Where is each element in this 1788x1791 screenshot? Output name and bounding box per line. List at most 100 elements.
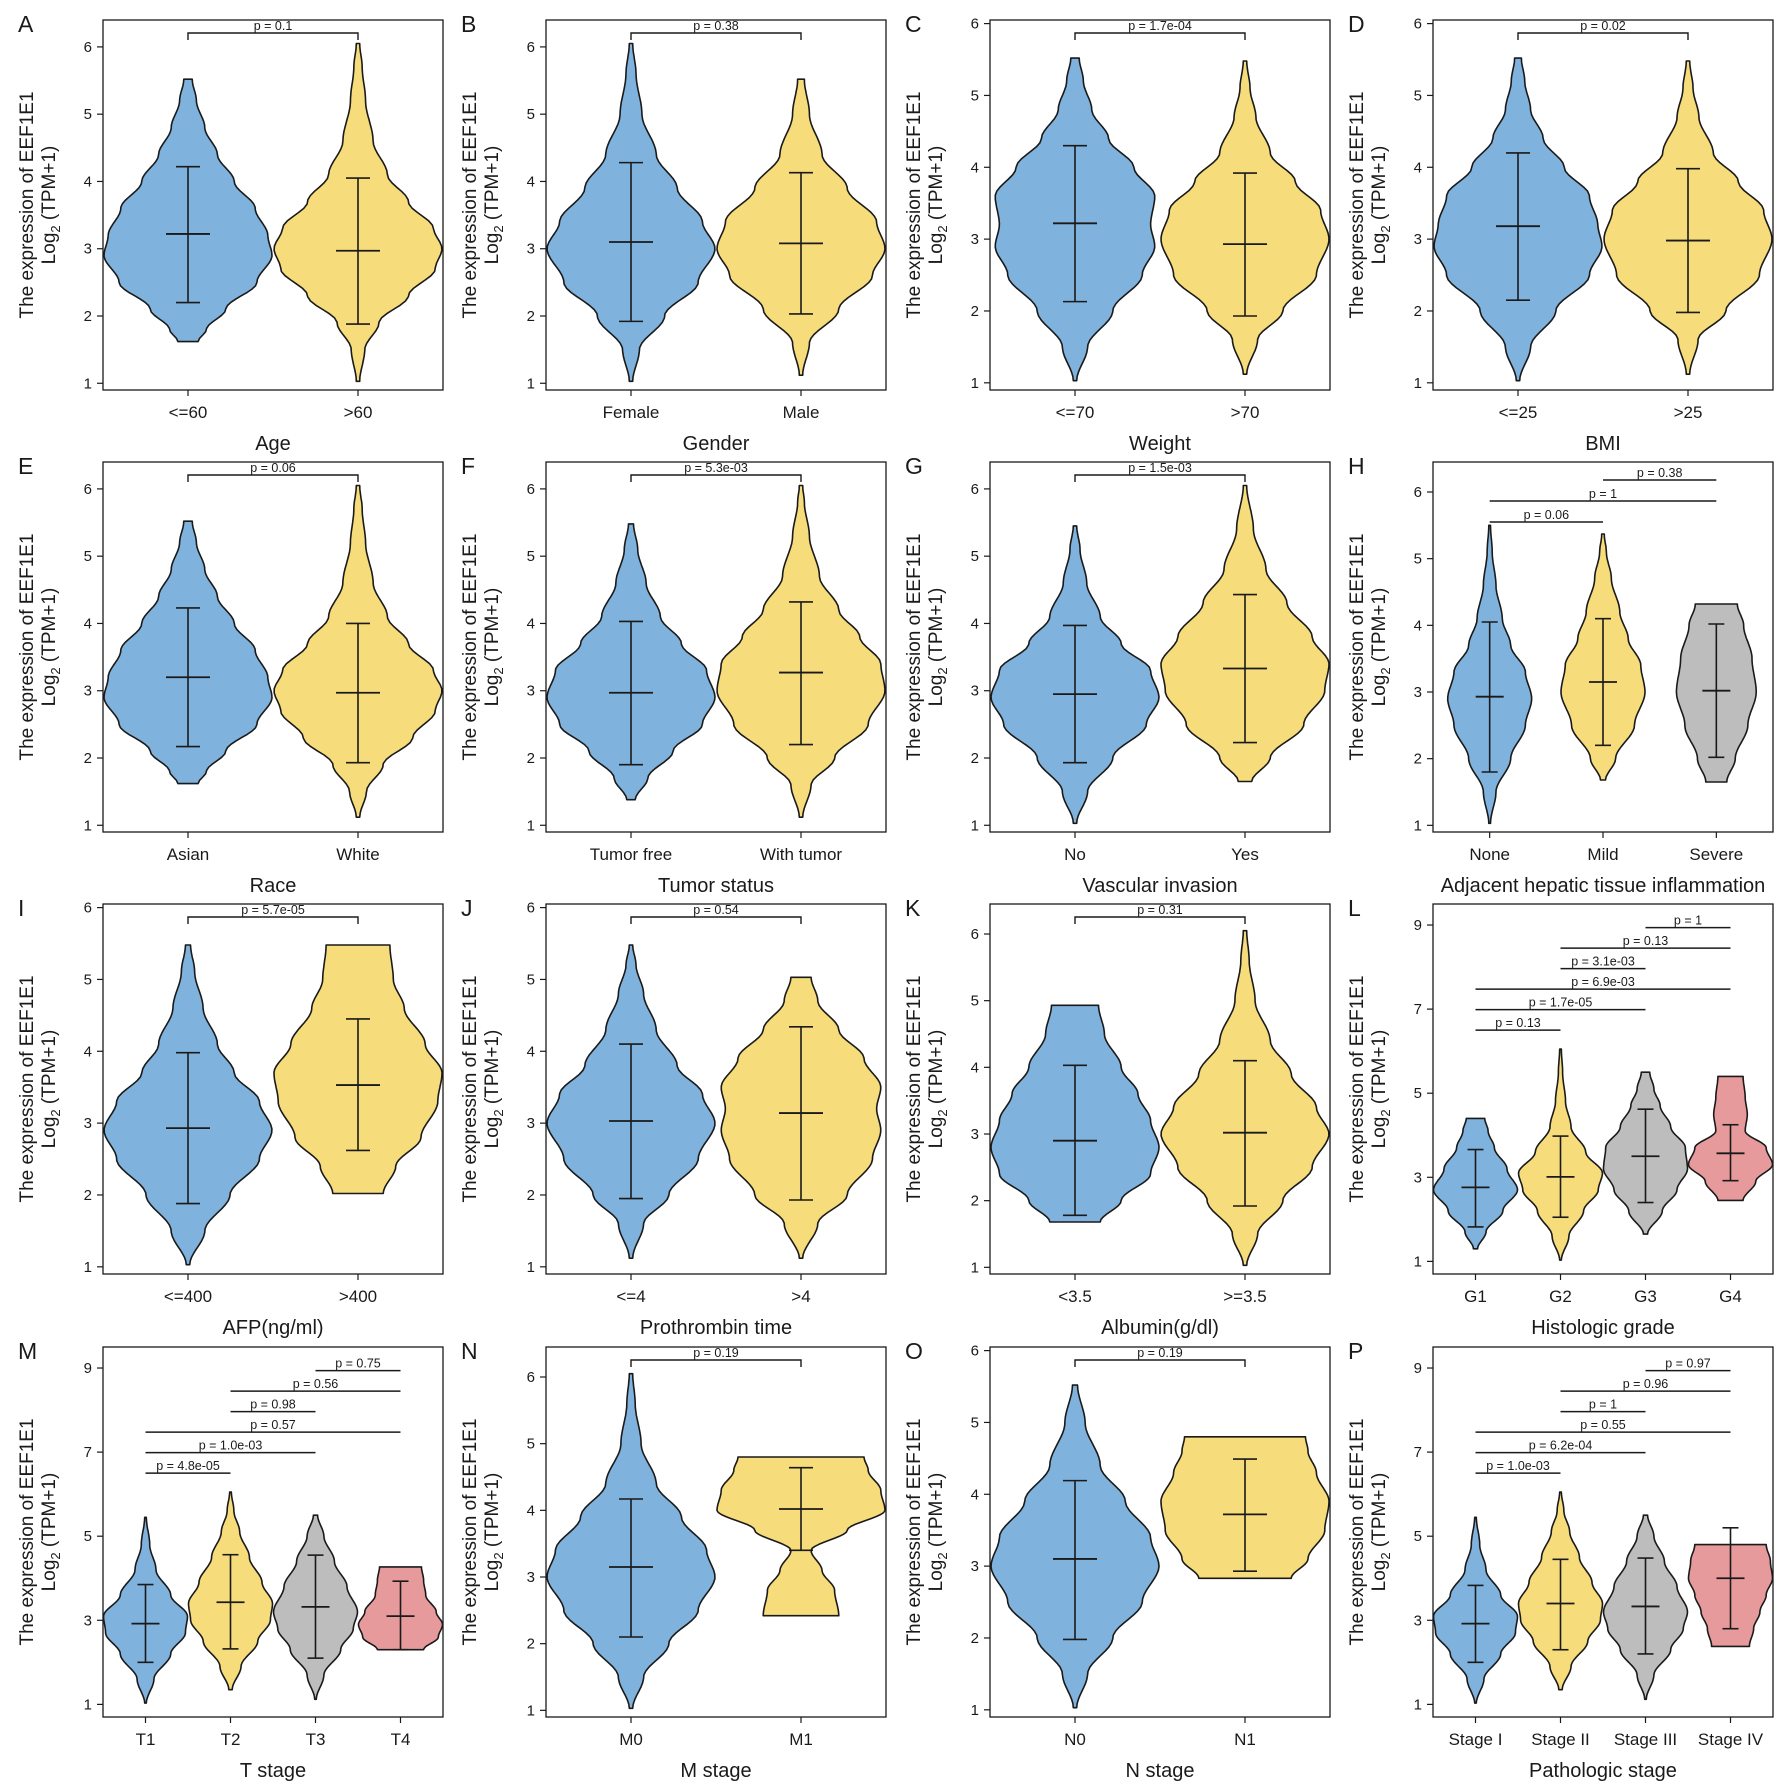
x-axis-title: Vascular invasion: [1082, 875, 1237, 897]
p-value-label: p = 0.98: [250, 1398, 296, 1412]
y-tick-label: 3: [971, 1558, 979, 1575]
y-tick-label: 4: [971, 615, 979, 632]
significance-bracket: [630, 474, 802, 482]
x-tick-label: N1: [1234, 1730, 1256, 1749]
y-axis-title: The expression of EEF1E1: [17, 91, 38, 318]
y-tick-label: 4: [1414, 159, 1422, 176]
panel-letter-j: J: [461, 895, 473, 921]
p-value-label: p = 1.0e-03: [1486, 1459, 1550, 1473]
panel-letter-e: E: [18, 453, 33, 479]
p-value-label: p = 5.3e-03: [684, 461, 748, 475]
panel-o: O 1 2 3 4 5 6 The expression of EEF1E1 Log2 (TPM…: [904, 1338, 1331, 1782]
p-value-label: p = 6.9e-03: [1571, 975, 1635, 989]
p-value-label: p = 0.06: [250, 461, 296, 475]
y-tick-label: 6: [527, 481, 535, 498]
y-tick-label: 1: [1414, 1253, 1422, 1270]
plot-frame: [1432, 1346, 1774, 1718]
y-axis-unit: Log2 (TPM+1): [482, 1030, 506, 1149]
y-axis-title: The expression of EEF1E1: [1347, 1418, 1368, 1645]
y-tick-label: 7: [1414, 1444, 1422, 1461]
y-tick-label: 6: [1414, 16, 1422, 33]
y-axis-title: The expression of EEF1E1: [460, 975, 481, 1202]
x-axis-title: Tumor status: [658, 875, 774, 897]
panel-letter-o: O: [905, 1338, 923, 1364]
y-axis-title: The expression of EEF1E1: [904, 91, 925, 318]
x-axis-title: Pathologic stage: [1529, 1760, 1677, 1782]
y-tick-label: 5: [84, 548, 92, 565]
y-tick-label: 6: [971, 926, 979, 943]
y-tick-label: 4: [971, 159, 979, 176]
panel-c: C 1 2 3 4 5 6 The expression of EEF1E1 Log2 (TPM…: [904, 11, 1331, 455]
p-value-label: p = 0.38: [693, 19, 739, 33]
y-axis-title: The expression of EEF1E1: [17, 1418, 38, 1645]
y-tick-label: 5: [1414, 87, 1422, 104]
y-tick-label: 1: [84, 1696, 92, 1713]
p-value-label: p = 1.7e-05: [1529, 996, 1593, 1010]
x-tick-label: N0: [1064, 1730, 1086, 1749]
x-tick-label: <=25: [1499, 403, 1538, 422]
plot-frame: [545, 903, 887, 1275]
y-tick-label: 1: [527, 817, 535, 834]
x-tick-label: >70: [1231, 403, 1260, 422]
y-tick-label: 1: [971, 1702, 979, 1719]
y-tick-label: 6: [971, 1343, 979, 1360]
x-tick-label: White: [336, 845, 379, 864]
y-axis-unit: Log2 (TPM+1): [482, 1473, 506, 1592]
x-axis-title: Gender: [683, 433, 750, 455]
y-axis-title: The expression of EEF1E1: [460, 533, 481, 760]
y-tick-label: 1: [84, 817, 92, 834]
plot-frame: [1432, 19, 1774, 391]
significance-bracket: [187, 474, 359, 482]
y-tick-label: 1: [1414, 375, 1422, 392]
x-tick-label: Yes: [1231, 845, 1259, 864]
panel-i: I 1 2 3 4 5 6 The expression of EEF1E1 Log2 (TPM…: [17, 895, 444, 1339]
y-axis-title: The expression of EEF1E1: [904, 975, 925, 1202]
y-tick-label: 3: [84, 1115, 92, 1132]
y-tick-label: 5: [84, 106, 92, 123]
plot-frame: [545, 19, 887, 391]
significance-bracket: [630, 32, 802, 40]
significance-bracket: [630, 1359, 802, 1367]
y-tick-label: 3: [1414, 684, 1422, 701]
panel-p: P 1 3 5 7 9 The expression of EEF1E1 Log2 (TPM+…: [1347, 1338, 1774, 1782]
x-axis-title: N stage: [1126, 1760, 1195, 1782]
x-tick-label: >4: [791, 1287, 810, 1306]
y-tick-label: 2: [84, 1187, 92, 1204]
y-tick-label: 2: [1414, 751, 1422, 768]
x-tick-label: <=4: [616, 1287, 645, 1306]
y-axis-title: The expression of EEF1E1: [460, 91, 481, 318]
panel-letter-n: N: [461, 1338, 478, 1364]
plot-frame: [545, 1346, 887, 1718]
y-tick-label: 4: [84, 173, 92, 190]
panel-a: A 1 2 3 4 5 6 The expression of EEF1E1 Log2 (TPM…: [17, 11, 444, 455]
y-tick-label: 3: [1414, 1169, 1422, 1186]
y-tick-label: 4: [84, 615, 92, 632]
x-tick-label: >60: [344, 403, 373, 422]
x-tick-label: Mild: [1587, 845, 1618, 864]
y-tick-label: 3: [971, 683, 979, 700]
x-tick-label: Stage II: [1531, 1730, 1590, 1749]
plot-frame: [989, 461, 1331, 833]
y-axis-unit: Log2 (TPM+1): [926, 1030, 950, 1149]
y-tick-label: 4: [527, 615, 535, 632]
x-tick-label: T4: [391, 1730, 411, 1749]
panel-j: J 1 2 3 4 5 6 The expression of EEF1E1 Log2 (TPM…: [460, 895, 887, 1339]
y-axis-title: The expression of EEF1E1: [17, 975, 38, 1202]
y-tick-label: 3: [527, 241, 535, 258]
p-value-label: p = 0.56: [293, 1377, 339, 1391]
y-axis-title: The expression of EEF1E1: [904, 1418, 925, 1645]
x-axis-title: Weight: [1129, 433, 1191, 455]
y-tick-label: 4: [527, 1502, 535, 1519]
y-tick-label: 5: [1414, 1085, 1422, 1102]
plot-frame: [545, 461, 887, 833]
y-tick-label: 5: [84, 1528, 92, 1545]
y-tick-label: 5: [1414, 1528, 1422, 1545]
x-tick-label: Male: [783, 403, 820, 422]
y-axis-title: The expression of EEF1E1: [1347, 533, 1368, 760]
p-value-label: p = 0.13: [1495, 1016, 1541, 1030]
y-tick-label: 1: [971, 817, 979, 834]
x-tick-label: G2: [1549, 1287, 1572, 1306]
x-axis-title: Albumin(g/dl): [1101, 1317, 1219, 1339]
panel-letter-d: D: [1348, 11, 1365, 37]
